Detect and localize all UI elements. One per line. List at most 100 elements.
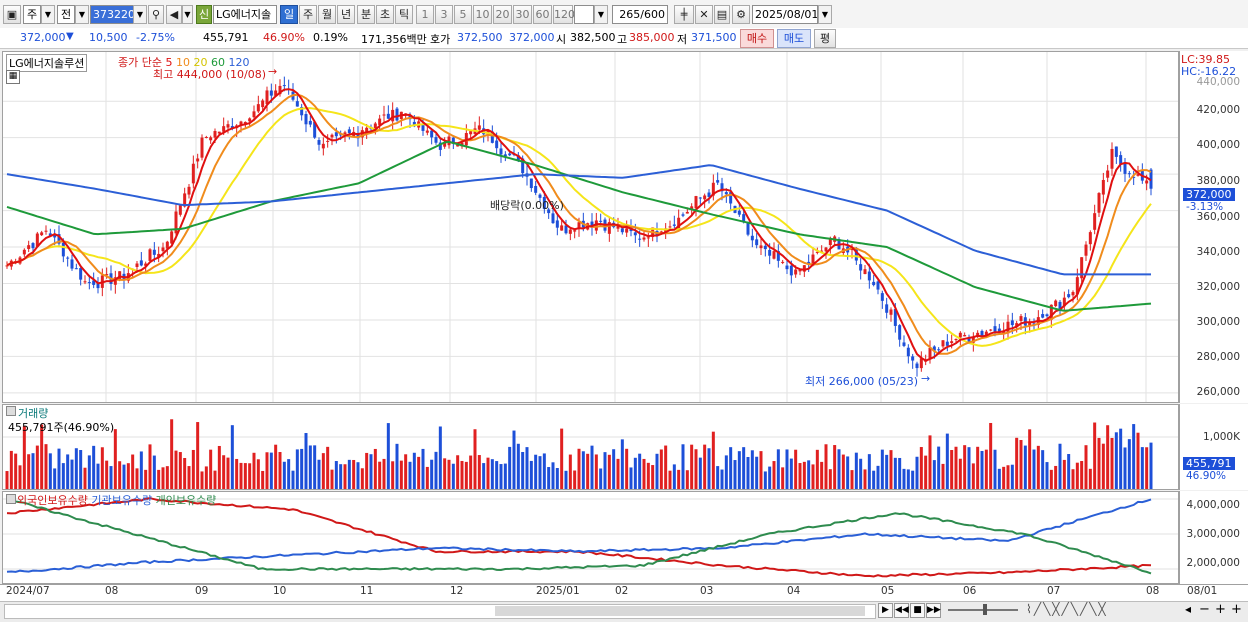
window-menu-icon[interactable]: ▣ <box>3 5 21 24</box>
drawing-tools-icon[interactable]: ⌇╱╲╳╱╲╱╲╳ <box>1026 602 1108 616</box>
volume-bar <box>451 463 455 489</box>
candle-body <box>928 347 932 360</box>
tab-monthly[interactable]: 월 <box>318 5 336 24</box>
table-icon[interactable]: ▦ <box>6 70 20 84</box>
volume-bar <box>555 468 559 489</box>
fast-forward-icon[interactable]: ▶▶ <box>926 603 941 618</box>
speaker-dropdown-icon[interactable]: ▼ <box>182 5 193 24</box>
period-dropdown-icon[interactable]: ▼ <box>41 5 55 24</box>
volume-bar <box>391 461 395 489</box>
volume-bar <box>906 469 910 489</box>
volume-bar <box>1119 428 1123 489</box>
x-label: 08 <box>105 585 119 597</box>
max-arrow-icon: → <box>268 65 278 78</box>
price-chart-panel[interactable] <box>2 51 1179 403</box>
volume-bar <box>603 452 607 489</box>
volume-bar <box>213 470 217 489</box>
volume-panel-icon[interactable] <box>6 406 16 416</box>
tab-tick[interactable]: 틱 <box>395 5 413 24</box>
holding-chart-panel[interactable] <box>2 491 1179 584</box>
candle-body <box>828 238 832 246</box>
price-chart-title[interactable]: LG에너지솔루션 <box>6 54 88 72</box>
candle-body <box>867 271 871 281</box>
volume-bar <box>885 454 889 489</box>
crosshair-icon[interactable]: ✕ <box>695 5 713 24</box>
pan-left-icon[interactable]: ◂ <box>1185 602 1192 616</box>
volume-bar <box>755 456 759 489</box>
tab-weekly[interactable]: 주 <box>299 5 317 24</box>
interval-input[interactable] <box>574 5 594 24</box>
gear-icon[interactable]: ⚙ <box>732 5 750 24</box>
volume-bar <box>911 470 915 489</box>
zoom-slider-handle[interactable] <box>983 604 987 615</box>
candle-body <box>1045 314 1049 317</box>
interval-dropdown-icon[interactable]: ▼ <box>594 5 608 24</box>
stop-icon[interactable]: ■ <box>910 603 925 618</box>
volume-bar <box>703 444 707 489</box>
candle-body <box>74 268 78 270</box>
interval-10[interactable]: 10 <box>473 5 492 24</box>
candle-body <box>96 283 100 289</box>
legend-individual[interactable]: 개인보유수량 <box>155 494 217 507</box>
candle-body <box>230 126 234 129</box>
interval-60[interactable]: 60 <box>533 5 552 24</box>
volume-bar <box>499 464 503 489</box>
eval-button[interactable]: 평 <box>814 29 836 48</box>
legend-ma20: 20 <box>193 56 208 69</box>
legend-institution[interactable]: 기관보유수량 <box>91 494 153 507</box>
volume-bar <box>1062 459 1066 489</box>
volume-bar <box>339 464 343 489</box>
add-icon[interactable]: + <box>1231 602 1242 617</box>
volume-bar <box>122 464 126 489</box>
volume-bar <box>1127 439 1131 489</box>
holding-panel-icon[interactable] <box>6 494 16 504</box>
scroll-thumb[interactable] <box>495 606 865 616</box>
date-dropdown-icon[interactable]: ▼ <box>818 5 832 24</box>
candle-body <box>690 206 694 209</box>
speaker-icon[interactable]: ◀ <box>166 5 182 24</box>
interval-3[interactable]: 3 <box>435 5 453 24</box>
volume-title[interactable]: 거래량 <box>18 407 49 420</box>
play-icon[interactable]: ▶ <box>878 603 893 618</box>
volume-bar <box>412 452 416 489</box>
credit-badge: 신 <box>196 5 212 24</box>
period-selector[interactable]: 주 <box>23 5 41 24</box>
candle-body <box>677 217 681 229</box>
date-input[interactable]: 2025/08/01 <box>752 5 818 24</box>
candle-body <box>746 221 750 235</box>
open-price: 382,500 <box>570 31 616 44</box>
buy-button[interactable]: 매수 <box>740 29 774 48</box>
sell-button[interactable]: 매도 <box>777 29 811 48</box>
candle-body <box>906 347 910 357</box>
code-dropdown-icon[interactable]: ▼ <box>133 5 147 24</box>
volume-bar <box>321 453 325 489</box>
tab-yearly[interactable]: 년 <box>337 5 355 24</box>
candle-body <box>980 330 984 336</box>
interval-30[interactable]: 30 <box>513 5 532 24</box>
count-input[interactable]: 265/600 <box>612 5 668 24</box>
high-price: 385,000 <box>629 31 675 44</box>
stock-code-input[interactable]: 373220 <box>90 5 134 24</box>
interval-1[interactable]: 1 <box>416 5 434 24</box>
prev-dropdown-icon[interactable]: ▼ <box>75 5 89 24</box>
candle-icon[interactable]: ╪ <box>674 5 694 24</box>
tab-minute[interactable]: 분 <box>357 5 375 24</box>
rewind-icon[interactable]: ◀◀ <box>894 603 909 618</box>
save-icon[interactable]: ▤ <box>714 5 730 24</box>
zoom-out-icon[interactable]: − <box>1199 602 1210 617</box>
x-label: 06 <box>963 585 977 597</box>
tab-second[interactable]: 초 <box>376 5 394 24</box>
quote-bar <box>0 28 1248 49</box>
search-icon[interactable]: ⚲ <box>148 5 164 24</box>
interval-120[interactable]: 120 <box>553 5 575 24</box>
interval-20[interactable]: 20 <box>493 5 512 24</box>
volume-bar <box>79 450 83 489</box>
candle-body <box>798 269 802 272</box>
prev-button[interactable]: 전 <box>57 5 75 24</box>
scroll-track[interactable] <box>4 604 876 619</box>
zoom-in-icon[interactable]: + <box>1215 602 1226 617</box>
tab-daily[interactable]: 일 <box>280 5 298 24</box>
volume-chart-panel[interactable] <box>2 404 1179 490</box>
legend-foreign[interactable]: 외국인보유수량 <box>17 494 88 507</box>
interval-5[interactable]: 5 <box>454 5 472 24</box>
